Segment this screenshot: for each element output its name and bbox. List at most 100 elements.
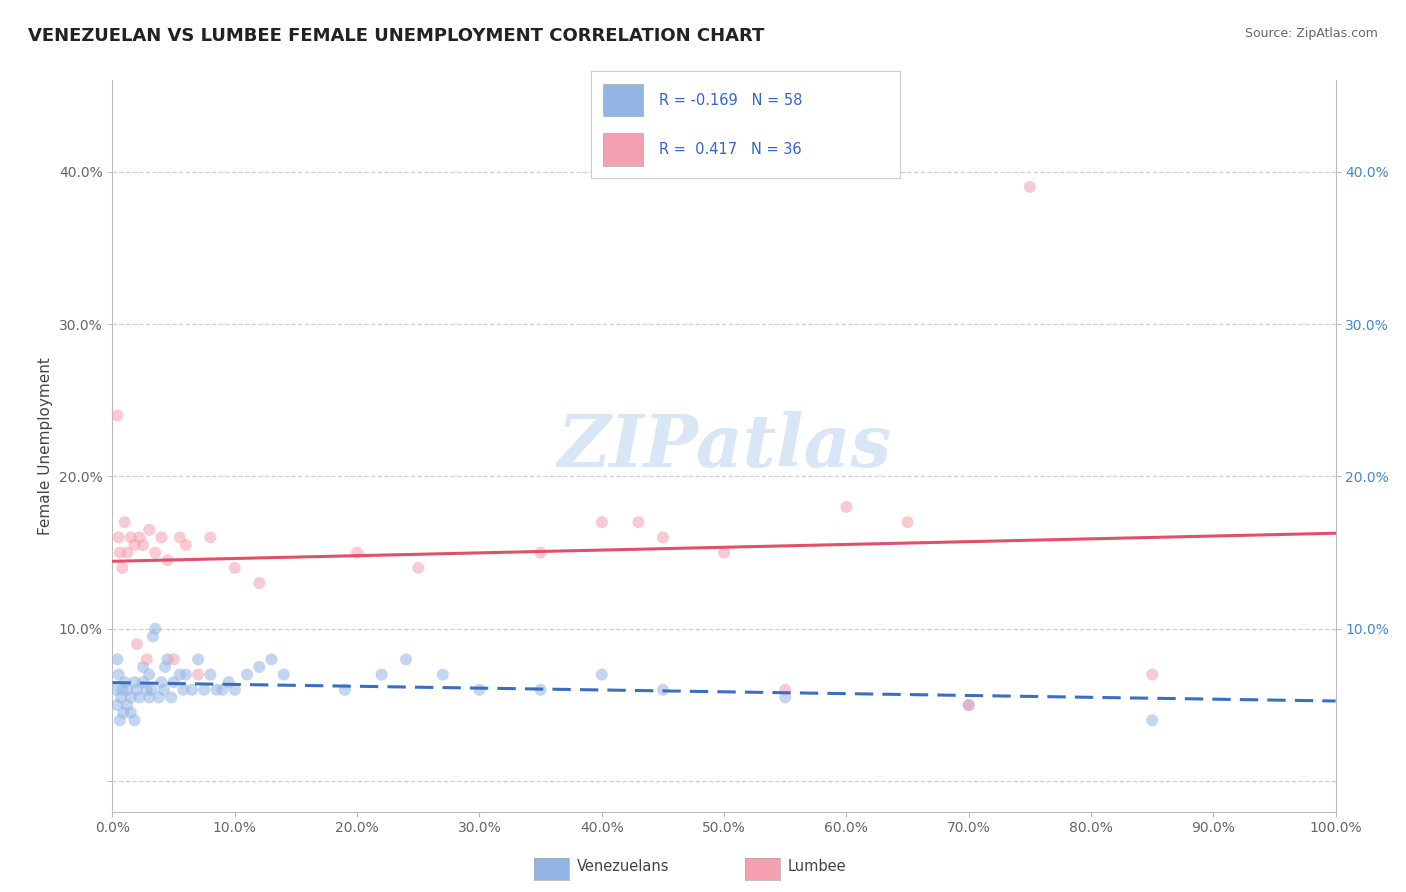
Point — [652, 682, 675, 697]
Point — [105, 698, 128, 712]
Point — [112, 706, 135, 720]
Point — [124, 675, 146, 690]
Point — [957, 698, 980, 712]
Bar — [603, 134, 643, 166]
Point — [156, 553, 179, 567]
Point — [187, 652, 209, 666]
Point — [160, 690, 183, 705]
Point — [135, 682, 157, 697]
Point — [128, 690, 150, 705]
Point — [108, 714, 131, 728]
Point — [142, 630, 165, 644]
Point — [114, 515, 136, 529]
Point — [200, 530, 222, 544]
Point — [143, 546, 166, 560]
Point — [150, 675, 173, 690]
Point — [775, 682, 797, 697]
Point — [346, 546, 368, 560]
Point — [224, 682, 246, 697]
Text: R =  0.417   N = 36: R = 0.417 N = 36 — [658, 142, 801, 157]
Point — [115, 546, 138, 560]
Point — [1018, 180, 1040, 194]
Point — [156, 652, 179, 666]
Text: Venezuelans: Venezuelans — [576, 859, 669, 874]
Text: Lumbee: Lumbee — [787, 859, 846, 874]
Point — [105, 409, 128, 423]
Point — [370, 667, 392, 681]
Point — [181, 682, 204, 697]
Point — [115, 682, 138, 697]
Point — [174, 538, 197, 552]
Point — [247, 576, 270, 591]
Point — [957, 698, 980, 712]
Point — [224, 561, 246, 575]
Text: ZIPatlas: ZIPatlas — [557, 410, 891, 482]
Point — [218, 675, 240, 690]
Point — [775, 690, 797, 705]
Point — [211, 682, 233, 697]
Point — [141, 682, 163, 697]
Point — [187, 667, 209, 681]
Point — [132, 538, 155, 552]
Point — [132, 660, 155, 674]
Point — [713, 546, 735, 560]
Point — [132, 675, 155, 690]
Bar — [603, 84, 643, 116]
Point — [897, 515, 920, 529]
Point — [150, 530, 173, 544]
Point — [111, 682, 134, 697]
Point — [835, 500, 858, 514]
Point — [205, 682, 228, 697]
Point — [174, 667, 197, 681]
Point — [153, 682, 176, 697]
Point — [200, 667, 222, 681]
Point — [128, 530, 150, 544]
Point — [105, 682, 128, 697]
Point — [395, 652, 418, 666]
Point — [125, 682, 148, 697]
Point — [247, 660, 270, 674]
Text: R = -0.169   N = 58: R = -0.169 N = 58 — [658, 93, 801, 108]
Point — [468, 682, 491, 697]
Point — [408, 561, 430, 575]
Point — [110, 690, 132, 705]
Point — [120, 690, 142, 705]
Point — [148, 690, 170, 705]
Point — [138, 667, 160, 681]
Point — [124, 714, 146, 728]
Point — [125, 637, 148, 651]
Point — [115, 698, 138, 712]
Point — [1142, 667, 1164, 681]
Point — [163, 675, 186, 690]
Point — [105, 652, 128, 666]
Y-axis label: Female Unemployment: Female Unemployment — [38, 357, 53, 535]
Point — [169, 667, 191, 681]
Point — [163, 652, 186, 666]
Point — [1142, 714, 1164, 728]
Point — [260, 652, 283, 666]
Point — [169, 530, 191, 544]
Point — [120, 530, 142, 544]
Point — [135, 652, 157, 666]
Point — [172, 682, 194, 697]
Point — [236, 667, 259, 681]
Point — [652, 530, 675, 544]
Point — [153, 660, 176, 674]
Point — [529, 546, 551, 560]
Point — [591, 667, 613, 681]
Point — [273, 667, 295, 681]
Point — [138, 690, 160, 705]
Point — [107, 667, 129, 681]
Point — [193, 682, 215, 697]
Point — [138, 523, 160, 537]
Text: Source: ZipAtlas.com: Source: ZipAtlas.com — [1244, 27, 1378, 40]
Point — [111, 561, 134, 575]
Text: VENEZUELAN VS LUMBEE FEMALE UNEMPLOYMENT CORRELATION CHART: VENEZUELAN VS LUMBEE FEMALE UNEMPLOYMENT… — [28, 27, 765, 45]
Point — [529, 682, 551, 697]
Point — [114, 675, 136, 690]
Point — [107, 530, 129, 544]
Point — [591, 515, 613, 529]
Point — [124, 538, 146, 552]
Point — [627, 515, 650, 529]
Point — [333, 682, 356, 697]
